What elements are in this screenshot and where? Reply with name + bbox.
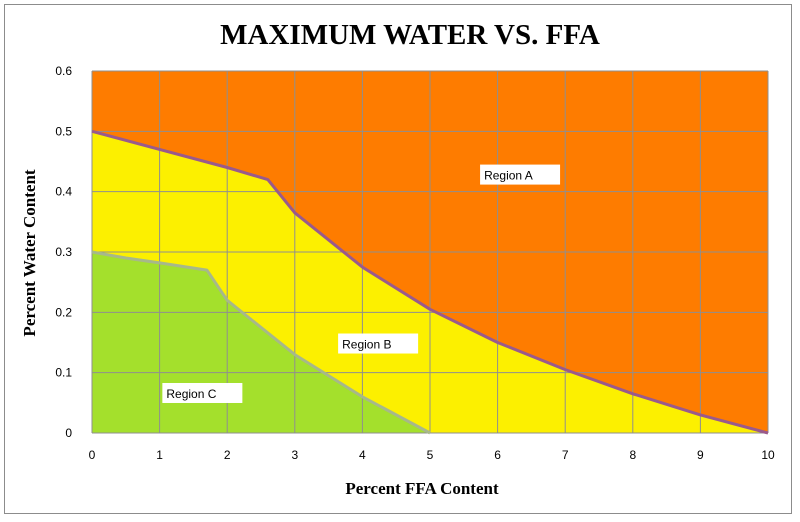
lower-boundary-line <box>91 250 431 435</box>
region-a-label-box <box>480 164 561 185</box>
y-tick-label-0.3: 0.3 <box>55 245 72 259</box>
x-tick-label-8: 8 <box>629 448 636 462</box>
upper-boundary-line <box>91 129 769 435</box>
x-tick-label-7: 7 <box>562 448 569 462</box>
region-c-label-box <box>162 382 243 403</box>
x-tick-label-0: 0 <box>89 448 96 462</box>
x-axis-title: Percent FFA Content <box>345 479 499 498</box>
x-tick-label-2: 2 <box>224 448 231 462</box>
chart-title: MAXIMUM WATER VS. FFA <box>220 19 600 51</box>
y-tick-label-0: 0 <box>65 426 72 440</box>
x-tick-label-5: 5 <box>427 448 434 462</box>
y-tick-label-0.1: 0.1 <box>55 366 72 380</box>
x-tick-label-6: 6 <box>494 448 501 462</box>
region-b-label-box <box>338 333 419 354</box>
y-tick-label-0.2: 0.2 <box>55 305 72 319</box>
x-tick-label-3: 3 <box>291 448 298 462</box>
region-b-label: Region B <box>342 338 391 352</box>
region-a-label: Region A <box>484 169 533 183</box>
region-c-label: Region C <box>166 387 216 401</box>
x-tick-label-10: 10 <box>761 448 775 462</box>
y-axis-title: Percent Water Content <box>20 169 39 336</box>
x-tick-label-1: 1 <box>156 448 163 462</box>
y-tick-label-0.5: 0.5 <box>55 124 72 138</box>
y-tick-label-0.4: 0.4 <box>55 185 72 199</box>
x-tick-label-4: 4 <box>359 448 366 462</box>
y-tick-label-0.6: 0.6 <box>55 64 72 78</box>
x-tick-label-9: 9 <box>697 448 704 462</box>
